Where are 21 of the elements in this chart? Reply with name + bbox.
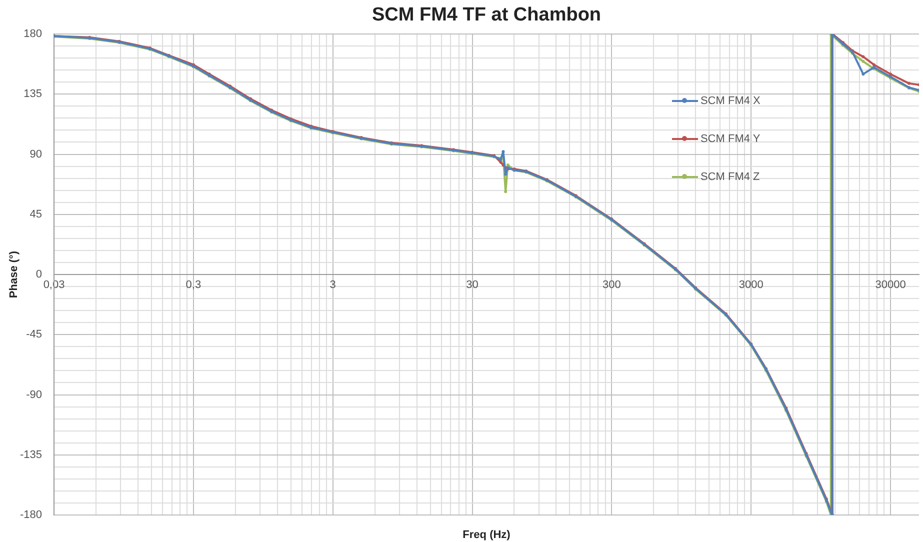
y-tick-label: 90 — [30, 148, 42, 160]
y-tick-label: -180 — [20, 509, 42, 522]
x-tick-label: 3 — [330, 279, 336, 292]
legend-label: SCM FM4 Z — [700, 171, 760, 183]
y-axis-title: Phase (°) — [8, 250, 20, 298]
x-tick-label: 3000 — [738, 279, 764, 292]
x-tick-label: 30 — [466, 279, 478, 292]
y-tick-label: 135 — [24, 88, 42, 100]
y-tick-label: 45 — [30, 208, 42, 220]
y-tick-label: -45 — [26, 328, 42, 341]
legend-label: SCM FM4 X — [700, 95, 760, 107]
chart-title: SCM FM4 TF at Chambon — [372, 4, 602, 26]
legend-label: SCM FM4 Y — [700, 133, 760, 145]
y-tick-label: -90 — [26, 388, 42, 401]
x-tick-label: 30000 — [875, 279, 906, 292]
y-tick-label: 0 — [36, 268, 42, 281]
y-tick-label: 180 — [24, 28, 42, 40]
x-axis-title: Freq (Hz) — [462, 529, 511, 542]
y-tick-label: -135 — [20, 448, 42, 461]
x-tick-label: 0,3 — [186, 279, 202, 292]
x-tick-label: 300 — [602, 279, 621, 292]
